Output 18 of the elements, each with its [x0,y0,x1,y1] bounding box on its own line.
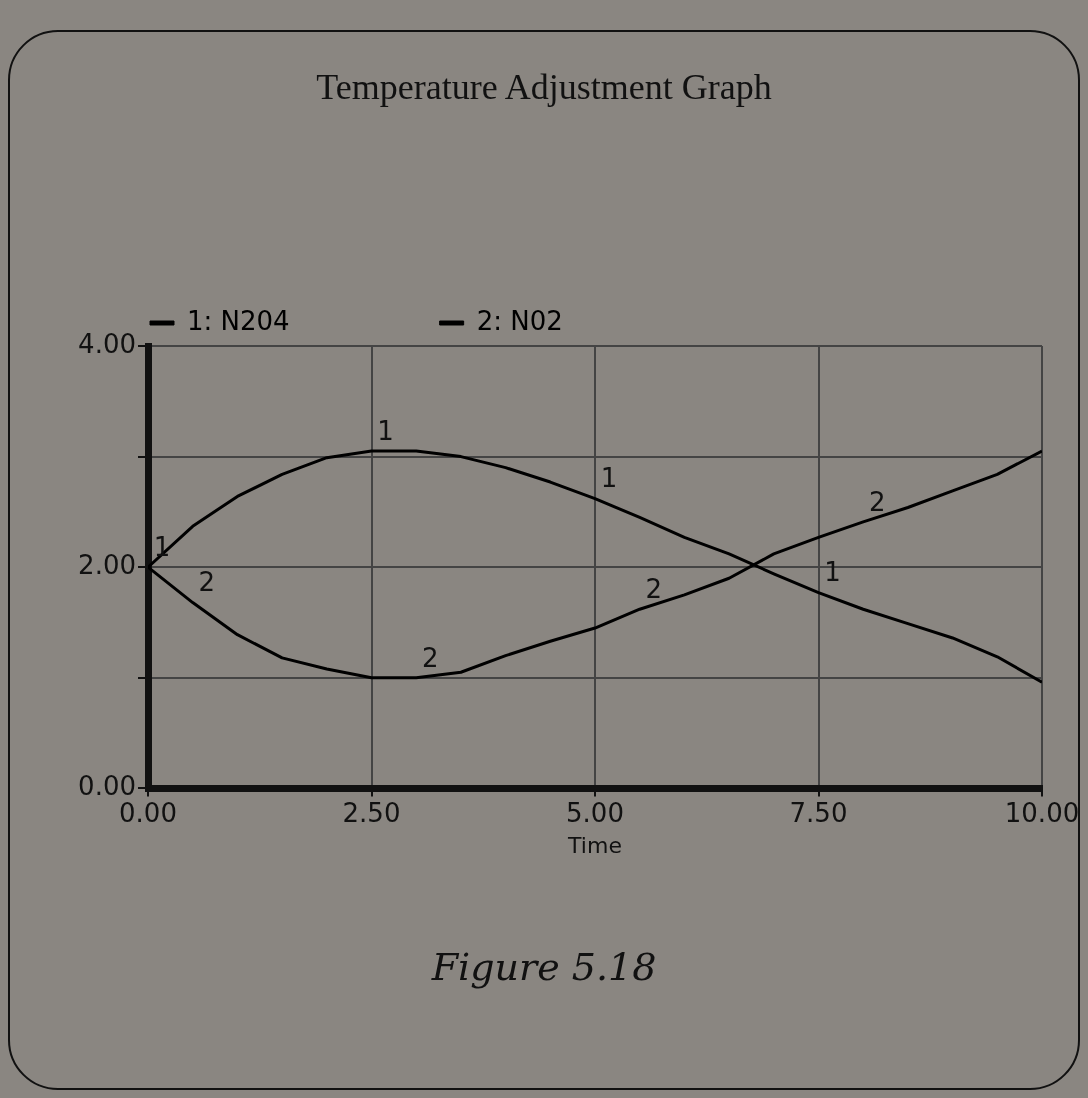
annotation: 2 [868,486,886,517]
x-axis-title: Time [567,832,622,858]
annotation: 2 [645,573,662,604]
annotation: 2 [421,642,439,673]
y-tick-label: 2.00 [78,549,136,580]
annotation: 1 [153,531,171,562]
x-tick-label: 5.00 [566,797,624,828]
legend-label: 1: N204 [187,305,290,336]
annotation: 1 [600,463,618,494]
caption: Figure 5.18 [430,945,658,989]
chart-title: Temperature Adjustment Graph [315,66,773,108]
y-tick-label: 4.00 [78,328,136,359]
annotation: 2 [198,567,215,598]
legend-label: 2: N02 [476,305,563,336]
annotation: 1 [377,415,394,446]
x-tick-label: 10.00 [1004,797,1080,828]
x-tick-label: 2.50 [342,797,401,828]
x-tick-label: 7.50 [789,797,848,828]
